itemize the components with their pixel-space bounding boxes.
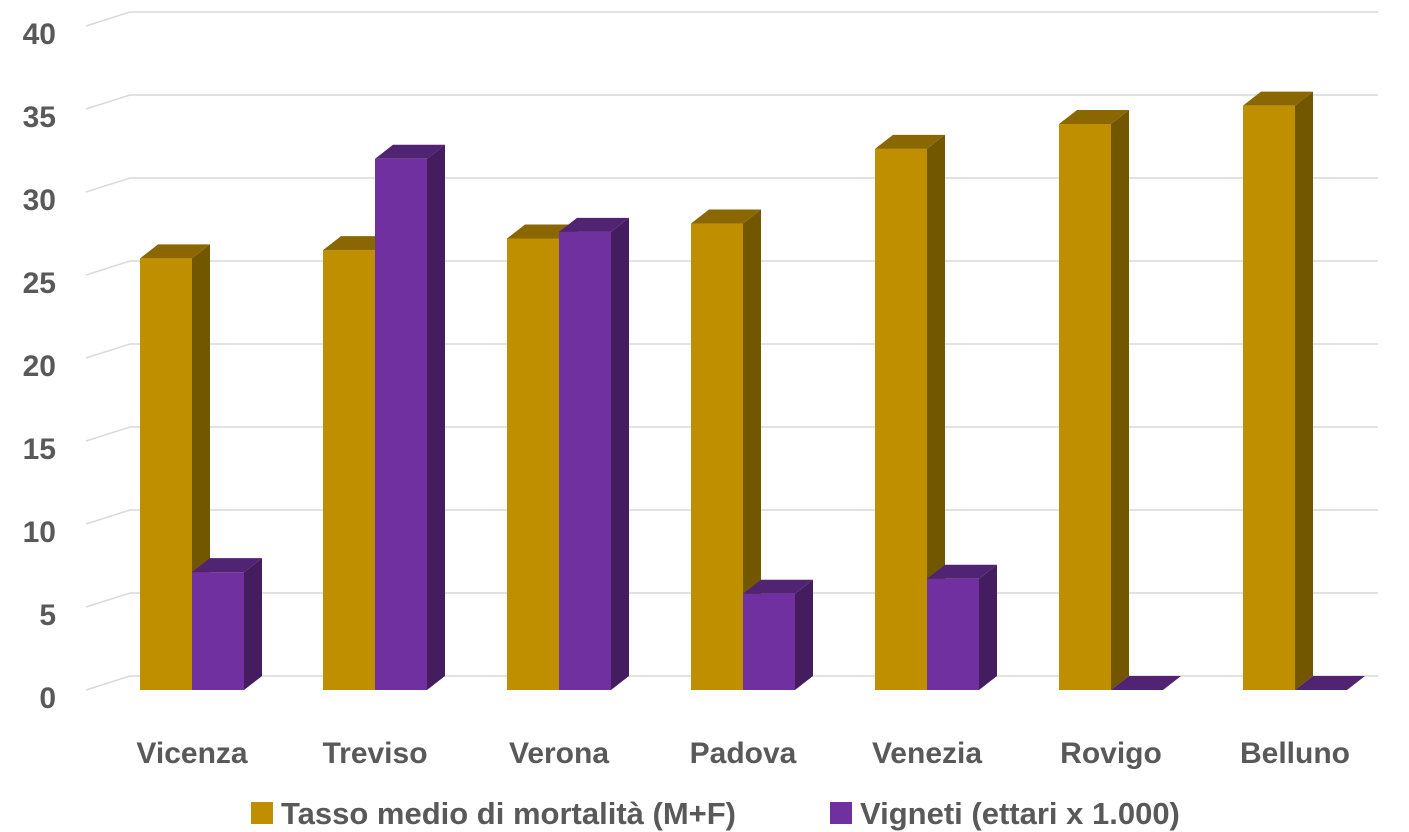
bar-vigneti-venezia	[927, 564, 997, 690]
bar-top-face	[192, 558, 262, 573]
gridline-wall	[85, 343, 131, 359]
category-label-rovigo: Rovigo	[1060, 737, 1162, 770]
bar-front-face	[927, 578, 979, 690]
gridline-wall	[85, 509, 131, 525]
bar-side-face	[927, 134, 945, 691]
bar-front-face	[559, 231, 611, 690]
category-label-vicenza: Vicenza	[136, 737, 247, 770]
y-tick-label: 35	[23, 101, 56, 134]
bar-side-face	[743, 209, 761, 691]
y-tick-label: 5	[39, 599, 56, 632]
gridline-wall	[85, 177, 131, 193]
bar-mortalita-belluno	[1243, 91, 1313, 691]
category-label-belluno: Belluno	[1240, 737, 1350, 770]
bar-top-face	[743, 579, 813, 594]
category-label-treviso: Treviso	[322, 737, 427, 770]
bar-top-face	[1295, 676, 1365, 690]
bar-front-face	[875, 148, 927, 691]
bar-mortalita-padova	[691, 209, 761, 691]
gridline-wall	[85, 94, 131, 110]
bar-top-face	[375, 144, 445, 159]
bar-front-face	[1059, 123, 1111, 690]
bar-vigneti-vicenza	[192, 558, 262, 690]
y-tick-label: 40	[23, 18, 56, 51]
bar-top-face	[1111, 676, 1181, 690]
bar-side-face	[244, 558, 262, 690]
bar-top-face	[559, 217, 629, 232]
y-tick-label: 10	[23, 516, 56, 549]
bar-top-face	[140, 244, 210, 259]
bar-side-face	[979, 564, 997, 690]
bar-vigneti-treviso	[375, 144, 445, 691]
gridline-wall	[85, 11, 131, 27]
bar-vigneti-rovigo	[1111, 676, 1181, 690]
y-tick-label: 25	[23, 267, 56, 300]
gridline-wall	[85, 592, 131, 608]
bar-vigneti-padova	[743, 579, 813, 690]
bar-front-face	[743, 593, 795, 690]
bar-front-face	[691, 223, 743, 691]
bar-top-face	[1059, 109, 1129, 124]
bar-front-face	[140, 258, 192, 690]
bar-side-face	[427, 144, 445, 691]
gridline-wall	[85, 260, 131, 276]
bar-top-face	[875, 134, 945, 149]
category-label-venezia: Venezia	[872, 737, 982, 770]
bar-front-face	[1243, 105, 1295, 691]
bar-front-face	[192, 572, 244, 690]
bar-top-face	[1243, 91, 1313, 106]
bar-front-face	[323, 250, 375, 690]
legend-label-vigneti: Vigneti (ettari x 1.000)	[860, 796, 1180, 831]
legend-swatch-vigneti	[830, 802, 852, 824]
y-tick-label: 20	[23, 350, 56, 383]
bar-top-face	[691, 209, 761, 224]
bar-top-face	[927, 564, 997, 579]
bar-side-face	[611, 217, 629, 690]
category-label-padova: Padova	[690, 737, 797, 770]
bar-mortalita-vicenza	[140, 244, 210, 690]
legend-label-mortalita: Tasso medio di mortalità (M+F)	[281, 796, 736, 831]
y-axis-ticks: 0 5 10 15 20 25 30 35 40	[23, 18, 56, 715]
y-tick-label: 0	[39, 682, 56, 715]
bar-front-face	[375, 158, 427, 691]
bar-mortalita-rovigo	[1059, 109, 1129, 690]
x-axis-categories: Vicenza Treviso Verona Padova Venezia Rovigo B…	[136, 737, 1350, 770]
bar-vigneti-verona	[559, 217, 629, 690]
gridline-wall	[85, 426, 131, 442]
gridline-wall	[85, 675, 131, 691]
bar-mortalita-venezia	[875, 134, 945, 691]
bar-vigneti-belluno	[1295, 676, 1365, 690]
bars	[140, 91, 1365, 691]
legend: Tasso medio di mortalità (M+F) Vigneti (…	[251, 796, 1180, 831]
bar-front-face	[507, 238, 559, 691]
y-tick-label: 15	[23, 433, 56, 466]
legend-swatch-mortalita	[251, 802, 273, 824]
bar-side-face	[1295, 91, 1313, 691]
category-label-verona: Verona	[509, 737, 609, 770]
bar-side-face	[795, 579, 813, 690]
y-tick-label: 30	[23, 184, 56, 217]
bar-side-face	[1111, 109, 1129, 690]
